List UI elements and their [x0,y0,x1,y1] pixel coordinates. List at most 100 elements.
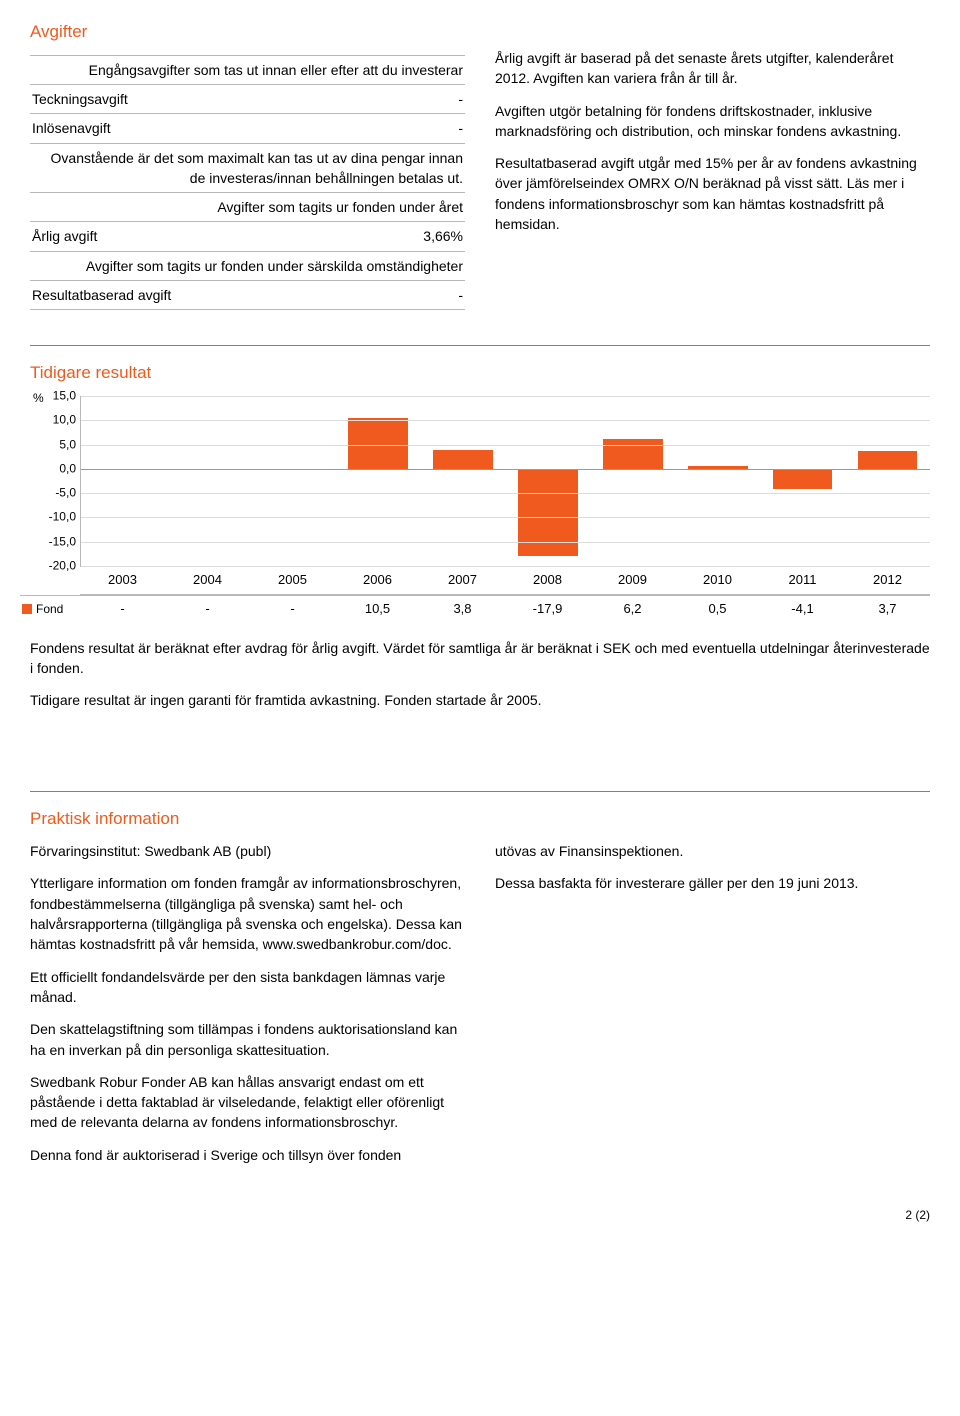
chart-value-cell: 3,7 [845,595,930,623]
practical-right-col: utövas av Finansinspektionen. Dessa basf… [495,841,930,1177]
fee-label: Teckningsavgift [30,84,359,113]
chart-value-cell: 10,5 [335,595,420,623]
practical-title: Praktisk information [30,807,930,832]
chart-bar-slot [760,396,845,566]
practical-section: Praktisk information Förvaringsinstitut:… [30,807,930,1178]
chart-year-cell: 2008 [505,567,590,594]
chart-year-cell: 2012 [845,567,930,594]
table-row: Inlösenavgift- [30,114,465,143]
chart-gridline [81,542,930,543]
chart-value-cell: 6,2 [590,595,675,623]
chart-value-row: Fond ---10,53,8-17,96,20,5-4,13,7 [80,594,930,623]
practical-para: Dessa basfakta för investerare gäller pe… [495,873,930,893]
chart-year-cell: 2011 [760,567,845,594]
chart-year-cell: 2009 [590,567,675,594]
practical-para: Den skattelagstiftning som tillämpas i f… [30,1019,465,1060]
results-para: Tidigare resultat är ingen garanti för f… [30,690,930,710]
chart-y-label: 15,0 [36,387,76,404]
section-divider [30,345,930,346]
table-row: Teckningsavgift- [30,84,465,113]
practical-para: Förvaringsinstitut: Swedbank AB (publ) [30,841,465,861]
fee-label: Årlig avgift [30,222,359,251]
chart-bar [348,418,407,469]
chart-value-cell: -17,9 [505,595,590,623]
fees-para: Resultatbaserad avgift utgår med 15% per… [495,153,930,234]
fees-subhead-3: Avgifter som tagits ur fonden under särs… [30,251,465,280]
chart-bar [433,450,492,468]
chart-value-cell: 0,5 [675,595,760,623]
chart-bar-slot [590,396,675,566]
chart-value-cell: - [250,595,335,623]
fees-title: Avgifter [30,20,465,45]
chart-year-cell: 2010 [675,567,760,594]
chart-value-cell: - [165,595,250,623]
results-para: Fondens resultat är beräknat efter avdra… [30,638,930,679]
fee-label: Resultatbaserad avgift [30,281,359,310]
chart-gridline [81,396,930,397]
chart-gridline [81,420,930,421]
chart-value-cell: - [80,595,165,623]
results-title: Tidigare resultat [30,361,930,386]
fee-value: 3,66% [359,222,465,251]
results-section: Tidigare resultat % 15,010,05,00,0-5,0-1… [30,361,930,710]
chart-y-label: 5,0 [36,436,76,453]
practical-para: Ytterligare information om fonden framgå… [30,873,465,954]
practical-para: Ett officiellt fondandelsvärde per den s… [30,967,465,1008]
page-number: 2 (2) [30,1207,930,1224]
chart-gridline [81,517,930,518]
chart-bar-slot [675,396,760,566]
practical-para: utövas av Finansinspektionen. [495,841,930,861]
chart-bar-slot [251,396,336,566]
chart-bar-slot [506,396,591,566]
chart-value-cells: ---10,53,8-17,96,20,5-4,13,7 [80,595,930,623]
fees-note-1: Ovanstående är det som maximalt kan tas … [30,143,465,193]
chart-bar-slot [421,396,506,566]
chart-year-cell: 2007 [420,567,505,594]
chart-y-label: 0,0 [36,460,76,477]
chart-bars [81,396,930,566]
table-row: Resultatbaserad avgift- [30,281,465,310]
fees-para: Avgiften utgör betalning för fondens dri… [495,101,930,142]
chart-bar [603,439,662,469]
chart-year-row: 2003200420052006200720082009201020112012 [80,566,930,594]
fee-label: Inlösenavgift [30,114,359,143]
section-divider [30,791,930,792]
chart-gridline [81,493,930,494]
chart-gridline [81,566,930,567]
chart-y-label: 10,0 [36,412,76,429]
fees-subhead-1: Engångsavgifter som tas ut innan eller e… [30,55,465,84]
fees-table: Engångsavgifter som tas ut innan eller e… [30,55,465,311]
chart-year-cells: 2003200420052006200720082009201020112012 [80,567,930,594]
chart-value-cell: -4,1 [760,595,845,623]
chart-bar-slot [81,396,166,566]
fee-value: - [359,84,465,113]
chart-bar-slot [845,396,930,566]
table-row: Årlig avgift3,66% [30,222,465,251]
results-chart: % 15,010,05,00,0-5,0-10,0-15,0-20,0 [80,396,930,566]
chart-value-cell: 3,8 [420,595,505,623]
chart-bar [858,451,917,469]
chart-y-label: -20,0 [36,557,76,574]
fee-value: - [359,114,465,143]
legend-label: Fond [20,595,80,623]
chart-y-label: -10,0 [36,509,76,526]
practical-para: Swedbank Robur Fonder AB kan hållas ansv… [30,1072,465,1133]
chart-year-cell: 2004 [165,567,250,594]
chart-bar [773,469,832,489]
practical-left-col: Förvaringsinstitut: Swedbank AB (publ) Y… [30,841,465,1177]
chart-y-label: -15,0 [36,533,76,550]
chart-year-cell: 2006 [335,567,420,594]
chart-gridline [81,469,930,470]
chart-bar-slot [336,396,421,566]
chart-y-label: -5,0 [36,484,76,501]
fees-para: Årlig avgift är baserad på det senaste å… [495,48,930,89]
fees-right-col: Årlig avgift är baserad på det senaste å… [495,20,930,310]
chart-year-cell: 2005 [250,567,335,594]
fees-left-col: Avgifter Engångsavgifter som tas ut inna… [30,20,465,310]
fees-subhead-2: Avgifter som tagits ur fonden under året [30,193,465,222]
chart-year-cell: 2003 [80,567,165,594]
practical-para: Denna fond är auktoriserad i Sverige och… [30,1145,465,1165]
fee-value: - [359,281,465,310]
chart-bar-slot [166,396,251,566]
chart-gridline [81,445,930,446]
